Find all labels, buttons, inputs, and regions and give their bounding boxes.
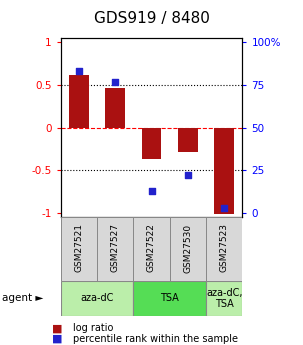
Bar: [206, 217, 242, 281]
Bar: [178, 128, 198, 151]
Point: [113, 79, 118, 84]
Text: GSM27527: GSM27527: [111, 224, 120, 273]
Point: [76, 69, 81, 74]
Text: GDS919 / 8480: GDS919 / 8480: [94, 11, 209, 27]
Bar: [69, 75, 89, 128]
Bar: [133, 217, 170, 281]
Text: log ratio: log ratio: [73, 324, 113, 333]
Text: aza-dC: aza-dC: [80, 294, 114, 303]
Bar: [97, 217, 133, 281]
Bar: [61, 281, 133, 316]
Point: [149, 188, 154, 194]
Bar: [214, 128, 234, 214]
Bar: [142, 128, 161, 159]
Text: TSA: TSA: [160, 294, 179, 303]
Text: aza-dC,
TSA: aza-dC, TSA: [206, 288, 242, 309]
Bar: [133, 281, 206, 316]
Point: [222, 205, 227, 211]
Bar: [105, 88, 125, 128]
Text: GSM27521: GSM27521: [74, 224, 83, 273]
Bar: [170, 217, 206, 281]
Text: ■: ■: [52, 324, 62, 333]
Text: percentile rank within the sample: percentile rank within the sample: [73, 334, 238, 344]
Bar: [206, 281, 242, 316]
Bar: [61, 217, 97, 281]
Text: GSM27522: GSM27522: [147, 224, 156, 273]
Text: GSM27523: GSM27523: [220, 224, 229, 273]
Text: agent ►: agent ►: [2, 294, 43, 303]
Point: [185, 173, 190, 178]
Text: GSM27530: GSM27530: [183, 224, 192, 273]
Text: ■: ■: [52, 334, 62, 344]
